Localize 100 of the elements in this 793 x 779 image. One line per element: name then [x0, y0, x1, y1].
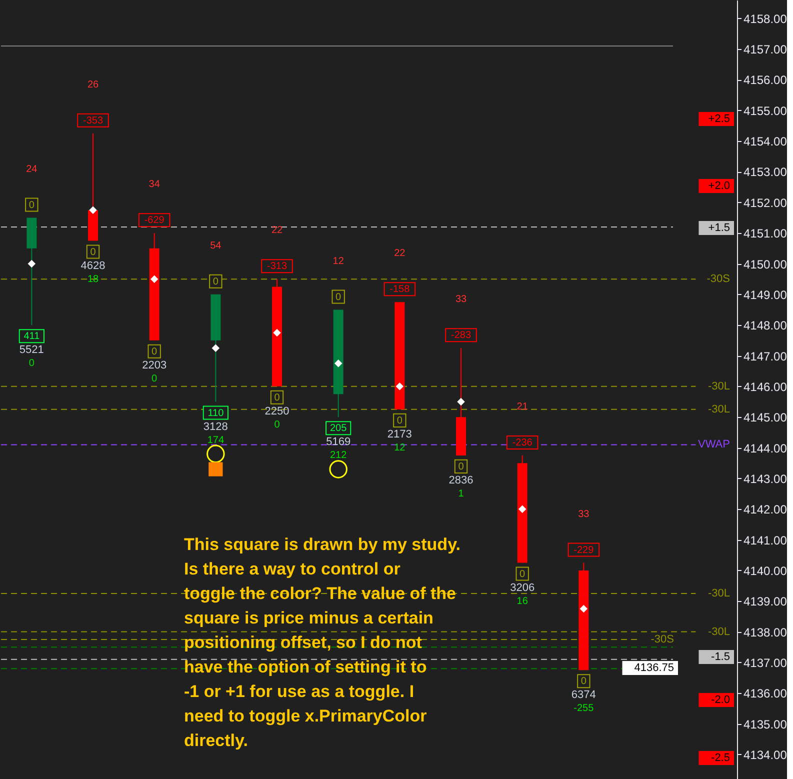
y-tick-label: 4146.00 — [744, 380, 788, 394]
y-tick-label: 4158.00 — [744, 12, 788, 26]
annotation: 212 — [330, 450, 348, 462]
point — [580, 604, 588, 613]
point — [396, 382, 404, 390]
annotation: 33 — [578, 508, 590, 520]
point — [150, 275, 158, 283]
annotation: 0 — [212, 276, 219, 288]
annotation: -629 — [144, 215, 165, 226]
annotation: -353 — [82, 115, 104, 126]
y-tick-label: 4142.00 — [744, 502, 788, 517]
annotation: 0 — [274, 419, 280, 430]
ref-line-label: -30L — [708, 380, 730, 392]
annotation: 6374 — [571, 689, 596, 702]
y-tick-label: 4157.00 — [744, 42, 788, 57]
annotation: 24 — [26, 164, 38, 175]
annotation: -255 — [574, 703, 594, 714]
y-tick-label: 4140.00 — [744, 564, 788, 578]
annotation: 411 — [24, 331, 40, 342]
point — [334, 360, 342, 368]
text: -1.5 — [711, 651, 730, 663]
annotation: 12 — [332, 256, 344, 267]
annotation: 0 — [336, 292, 342, 303]
annotation: 5521 — [19, 344, 44, 356]
point — [212, 344, 220, 352]
y-tick-label: 4154.00 — [744, 134, 788, 149]
annotation: 0 — [152, 373, 158, 384]
y-tick-label: 4145.00 — [744, 410, 788, 425]
y-tick-label: 4153.00 — [744, 165, 788, 180]
annotation: 16 — [516, 596, 528, 607]
annotation: 12 — [394, 442, 406, 454]
annotation: 0 — [520, 568, 526, 580]
annotation: 0 — [396, 415, 403, 426]
y-tick-label: 4149.00 — [744, 288, 788, 302]
annotation: 22 — [394, 248, 406, 260]
ref-line-label: -30L — [708, 403, 730, 416]
annotation: 22 — [271, 225, 283, 236]
annotation: 5169 — [326, 436, 351, 448]
annotation: 26 — [87, 79, 99, 90]
annotation: 3128 — [203, 420, 228, 433]
point — [518, 505, 526, 513]
point — [206, 444, 225, 464]
text: +1.5 — [708, 222, 730, 234]
annotation: 0 — [90, 246, 96, 258]
annotation: -236 — [512, 437, 533, 448]
annotation: 0 — [28, 358, 35, 370]
y-tick-label: 4138.00 — [744, 625, 788, 640]
point — [273, 328, 281, 337]
annotation: 3206 — [510, 582, 535, 594]
ref-line-label: -30L — [708, 626, 730, 638]
annotation: 33 — [455, 294, 467, 306]
annotation: 174 — [207, 434, 224, 446]
annotation: 0 — [28, 200, 35, 211]
annotation: -313 — [266, 261, 288, 272]
y-tick-label: 4134.00 — [744, 748, 788, 762]
y-tick-label: 4144.00 — [744, 441, 788, 456]
point — [457, 398, 465, 406]
point — [208, 462, 223, 476]
y-tick-label: 4147.00 — [744, 349, 788, 364]
y-tick-label: 4155.00 — [744, 104, 788, 118]
text: +2.5 — [708, 113, 730, 125]
y-tick-label: 4139.00 — [744, 594, 788, 609]
annotation: 54 — [210, 240, 222, 252]
point — [89, 206, 97, 214]
y-tick-label: 4150.00 — [744, 257, 788, 272]
text: -2.0 — [711, 694, 730, 706]
annotation: 34 — [148, 179, 160, 190]
y-tick-label: 4148.00 — [744, 318, 788, 333]
annotation: 21 — [516, 401, 528, 412]
annotation: 18 — [87, 274, 99, 285]
y-tick-label: 4156.00 — [744, 73, 788, 88]
ref-line-label: -30L — [708, 587, 730, 600]
ref-line-label: -30S — [706, 273, 730, 286]
annotation: 0 — [274, 392, 280, 404]
annotation: 0 — [458, 461, 464, 472]
annotation: 1 — [458, 488, 464, 500]
annotation: 205 — [330, 423, 348, 434]
y-tick-label: 4152.00 — [744, 196, 788, 210]
y-tick-label: 4151.00 — [744, 226, 788, 241]
y-tick-label: 4141.00 — [744, 533, 788, 548]
point — [329, 460, 348, 478]
annotation: 2250 — [264, 405, 290, 418]
annotation: 4136.75 — [634, 662, 674, 674]
text: This square is drawn by my study. Is there a way to control or toggle the color? The value of the square is price minus a certain positioning offset, so I do not have the option of setting it to -1 or +1 for use as a toggle. I need to toggle x.PrimaryColor directly. — [184, 535, 460, 750]
annotation: 2173 — [387, 428, 412, 440]
annotation: -158 — [390, 284, 410, 296]
y-tick-label: 4137.00 — [744, 656, 788, 670]
ref-line-label: -30S — [650, 633, 674, 646]
point — [28, 260, 36, 268]
annotation: 2203 — [142, 359, 167, 372]
y-tick-label: 4136.00 — [744, 686, 788, 701]
annotation: -229 — [574, 544, 594, 556]
ref-line-label: VWAP — [698, 438, 730, 451]
y-tick-label: 4135.00 — [744, 717, 788, 732]
y-tick-label: 4143.00 — [744, 472, 788, 486]
text: +2.0 — [708, 180, 730, 192]
text: -2.5 — [711, 752, 730, 764]
annotation: 4628 — [80, 260, 106, 272]
annotation: -283 — [450, 330, 472, 342]
annotation: 2836 — [448, 474, 474, 486]
